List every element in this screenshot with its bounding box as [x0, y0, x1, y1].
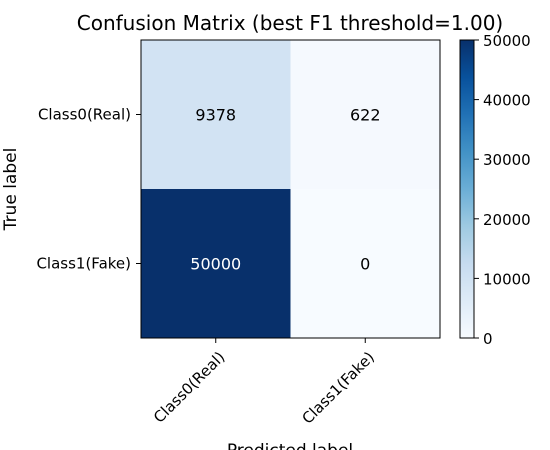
colorbar-tick-label: 10000 [483, 270, 531, 288]
cell-value-label: 622 [350, 106, 381, 125]
x-tick-label: Class0(Real) [150, 348, 229, 427]
chart-title: Confusion Matrix (best F1 threshold=1.00… [77, 11, 503, 35]
y-tick-label: Class0(Real) [38, 106, 131, 124]
colorbar-tick-label: 40000 [483, 92, 531, 110]
heatmap-cell [290, 40, 440, 189]
x-tick-label: Class1(Fake) [298, 348, 378, 428]
y-axis-label: True label [1, 148, 21, 232]
y-axis-ticks: Class0(Real) Class1(Fake) [36, 106, 141, 273]
colorbar-ticks: 0 10000 20000 30000 40000 50000 [474, 32, 531, 348]
colorbar-tick-label: 50000 [483, 32, 531, 50]
cell-value-label: 50000 [190, 255, 241, 274]
heatmap-cell-labels: 9378 622 50000 0 [190, 106, 380, 274]
plot-frame [140, 39, 441, 339]
cell-value-label: 9378 [195, 106, 236, 125]
cell-value-label: 0 [360, 255, 370, 274]
colorbar-tick-label: 20000 [483, 211, 531, 229]
x-axis-label: Predicted label [227, 441, 353, 450]
heatmap-cell [290, 189, 440, 338]
heatmap-cell [141, 189, 291, 338]
x-axis-ticks: Class0(Real) Class1(Fake) [150, 338, 378, 428]
heatmap-cell [141, 40, 291, 189]
colorbar-tick-label: 30000 [483, 151, 531, 169]
colorbar-tick-label: 0 [483, 330, 493, 348]
heatmap-cells [141, 40, 440, 338]
y-tick-label: Class1(Fake) [36, 255, 131, 273]
colorbar [459, 39, 475, 339]
